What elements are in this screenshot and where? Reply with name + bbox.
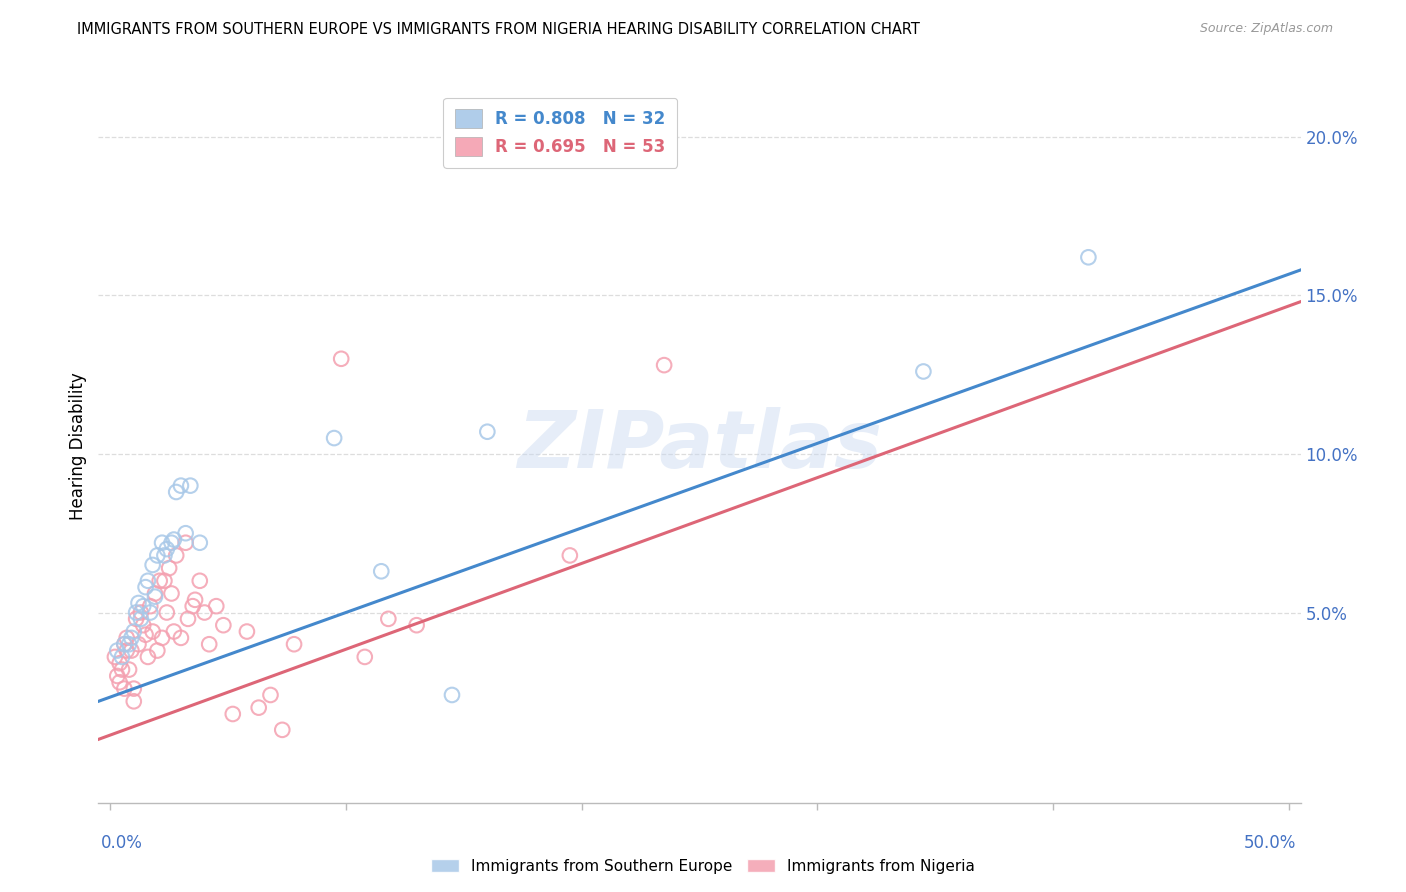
- Point: [163, 624, 186, 639]
- Point: [112, 681, 135, 696]
- Point: [118, 663, 141, 677]
- Point: [170, 478, 193, 492]
- Point: [129, 612, 152, 626]
- Point: [652, 358, 675, 372]
- Point: [558, 549, 581, 563]
- Point: [118, 637, 141, 651]
- Point: [128, 637, 150, 651]
- Point: [259, 688, 281, 702]
- Point: [128, 596, 150, 610]
- Point: [125, 612, 148, 626]
- Point: [139, 599, 162, 614]
- Point: [139, 606, 162, 620]
- Point: [1077, 250, 1099, 264]
- Point: [247, 700, 270, 714]
- Point: [477, 425, 499, 439]
- Point: [205, 599, 228, 614]
- Text: ZIPatlas: ZIPatlas: [517, 407, 882, 485]
- Point: [132, 599, 155, 614]
- Point: [112, 637, 135, 651]
- Point: [122, 624, 145, 639]
- Point: [149, 574, 172, 588]
- Point: [115, 631, 138, 645]
- Point: [912, 364, 935, 378]
- Point: [125, 606, 148, 620]
- Point: [165, 485, 187, 500]
- Point: [122, 681, 145, 696]
- Point: [153, 549, 176, 563]
- Point: [111, 663, 134, 677]
- Point: [135, 628, 157, 642]
- Point: [136, 574, 159, 588]
- Text: Source: ZipAtlas.com: Source: ZipAtlas.com: [1199, 22, 1333, 36]
- Point: [156, 542, 179, 557]
- Point: [108, 675, 131, 690]
- Point: [184, 592, 207, 607]
- Point: [111, 649, 134, 664]
- Point: [105, 643, 128, 657]
- Point: [122, 694, 145, 708]
- Point: [330, 351, 353, 366]
- Point: [160, 535, 183, 549]
- Point: [146, 643, 169, 657]
- Point: [222, 706, 245, 721]
- Point: [188, 574, 211, 588]
- Text: 50.0%: 50.0%: [1244, 834, 1296, 852]
- Point: [142, 624, 165, 639]
- Point: [150, 535, 173, 549]
- Point: [353, 649, 375, 664]
- Point: [156, 606, 179, 620]
- Legend: Immigrants from Southern Europe, Immigrants from Nigeria: Immigrants from Southern Europe, Immigra…: [425, 853, 981, 880]
- Point: [163, 533, 186, 547]
- Point: [188, 535, 211, 549]
- Y-axis label: Hearing Disability: Hearing Disability: [69, 372, 87, 520]
- Point: [135, 580, 157, 594]
- Point: [179, 478, 201, 492]
- Point: [174, 535, 197, 549]
- Text: 0.0%: 0.0%: [101, 834, 143, 852]
- Point: [160, 586, 183, 600]
- Point: [174, 526, 197, 541]
- Point: [198, 637, 221, 651]
- Point: [112, 637, 135, 651]
- Point: [129, 606, 152, 620]
- Point: [105, 669, 128, 683]
- Point: [120, 631, 142, 645]
- Point: [143, 590, 166, 604]
- Point: [115, 643, 138, 657]
- Point: [181, 599, 204, 614]
- Point: [323, 431, 346, 445]
- Point: [236, 624, 259, 639]
- Point: [212, 618, 235, 632]
- Legend: R = 0.808   N = 32, R = 0.695   N = 53: R = 0.808 N = 32, R = 0.695 N = 53: [443, 97, 676, 168]
- Point: [370, 564, 392, 578]
- Point: [193, 606, 215, 620]
- Point: [377, 612, 399, 626]
- Point: [143, 586, 166, 600]
- Point: [283, 637, 305, 651]
- Point: [120, 643, 142, 657]
- Point: [132, 618, 155, 632]
- Point: [170, 631, 193, 645]
- Point: [108, 657, 131, 671]
- Point: [146, 549, 169, 563]
- Text: IMMIGRANTS FROM SOUTHERN EUROPE VS IMMIGRANTS FROM NIGERIA HEARING DISABILITY CO: IMMIGRANTS FROM SOUTHERN EUROPE VS IMMIG…: [77, 22, 920, 37]
- Point: [104, 649, 127, 664]
- Point: [271, 723, 294, 737]
- Point: [142, 558, 165, 572]
- Point: [150, 631, 173, 645]
- Point: [157, 561, 180, 575]
- Point: [440, 688, 463, 702]
- Point: [177, 612, 200, 626]
- Point: [405, 618, 427, 632]
- Point: [165, 549, 187, 563]
- Point: [136, 649, 159, 664]
- Point: [153, 574, 176, 588]
